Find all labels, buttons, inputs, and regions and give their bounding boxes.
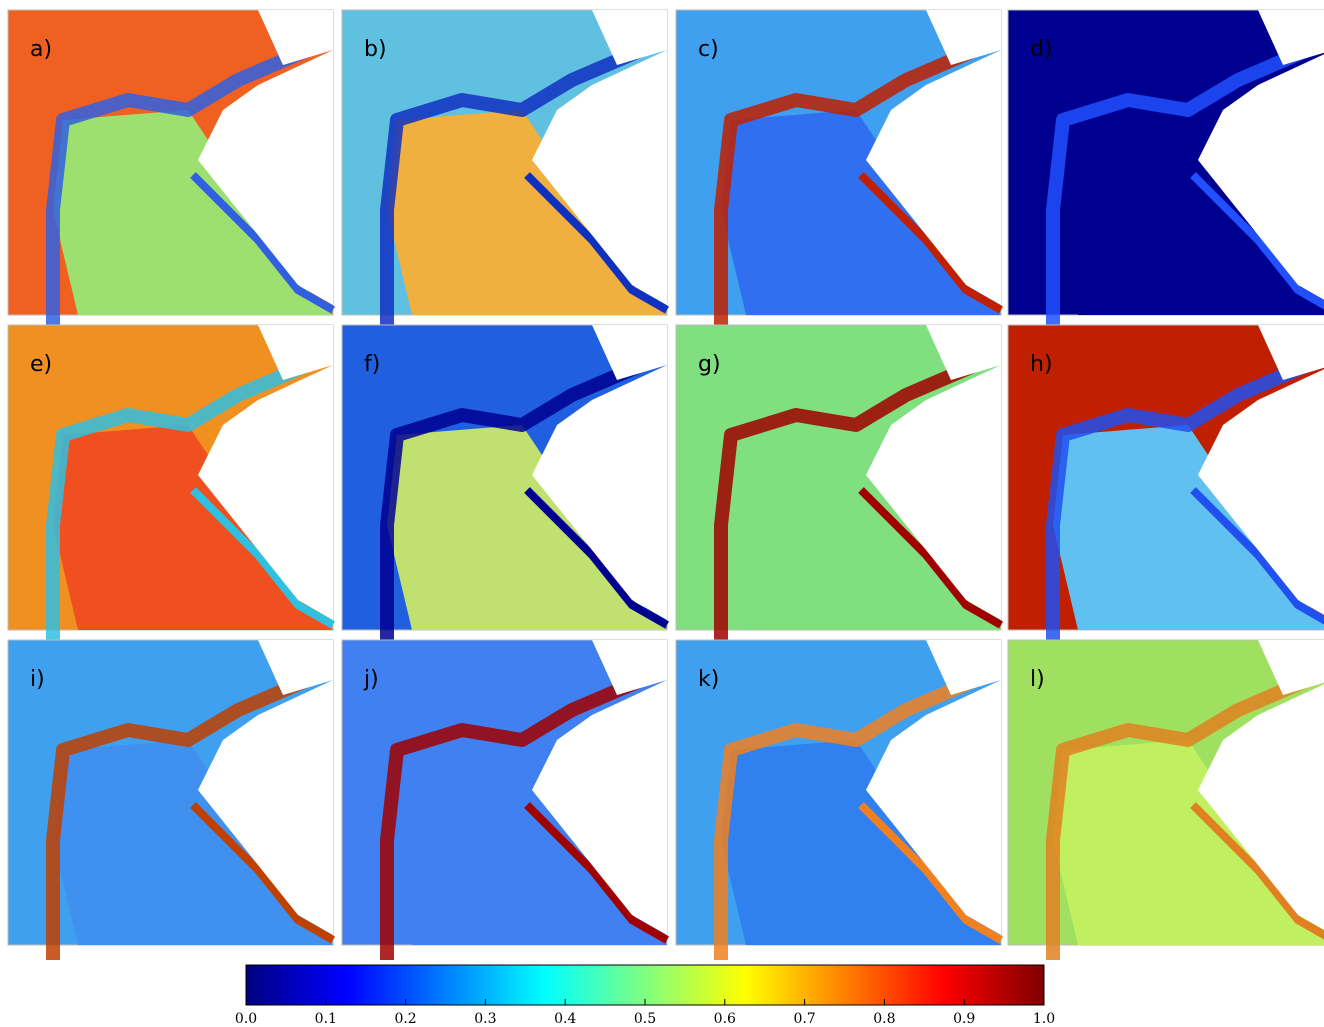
tick-label: 0.0 [235, 1011, 257, 1027]
panel-label: b) [364, 37, 387, 62]
tick-label: 0.9 [953, 1011, 975, 1027]
map-panel: j) [342, 640, 667, 960]
map-panel: d) [1008, 10, 1324, 330]
tick-label: 0.7 [793, 1011, 815, 1027]
panel-label: j) [363, 667, 379, 692]
tick-label: 0.1 [315, 1011, 337, 1027]
tick-label: 0.8 [873, 1011, 895, 1027]
panel-label: e) [30, 352, 52, 377]
tick-label: 0.4 [554, 1011, 576, 1027]
map-panel: e) [8, 325, 333, 645]
map-panel: c) [676, 10, 1001, 330]
tick-label: 0.2 [394, 1011, 416, 1027]
map-panel: b) [342, 10, 667, 330]
panel-label: k) [698, 667, 719, 692]
map-panel: h) [1008, 325, 1324, 645]
tick-label: 0.3 [474, 1011, 496, 1027]
panel-label: d) [1030, 37, 1053, 62]
panel-label: a) [30, 37, 52, 62]
map-panel: g) [676, 325, 1001, 645]
panel-label: g) [698, 352, 721, 377]
tick-label: 1.0 [1033, 1011, 1055, 1027]
panel-label: i) [30, 667, 45, 692]
map-panel: f) [342, 325, 667, 645]
panel-label: c) [698, 37, 719, 62]
panel-label: l) [1030, 667, 1045, 692]
map-panel: k) [676, 640, 1001, 960]
panel-label: f) [364, 352, 380, 377]
tick-label: 0.5 [634, 1011, 656, 1027]
panel-label: h) [1030, 352, 1053, 377]
tick-label: 0.6 [714, 1011, 736, 1027]
figure: a) b) c) d) e) f) g) h) i) j) k) l) 0.0 0.1 0.2 0.3 0.4 0… [0, 0, 1324, 1027]
map-panel: l) [1008, 640, 1324, 960]
map-panel: i) [8, 640, 333, 960]
map-panel: a) [8, 10, 333, 330]
